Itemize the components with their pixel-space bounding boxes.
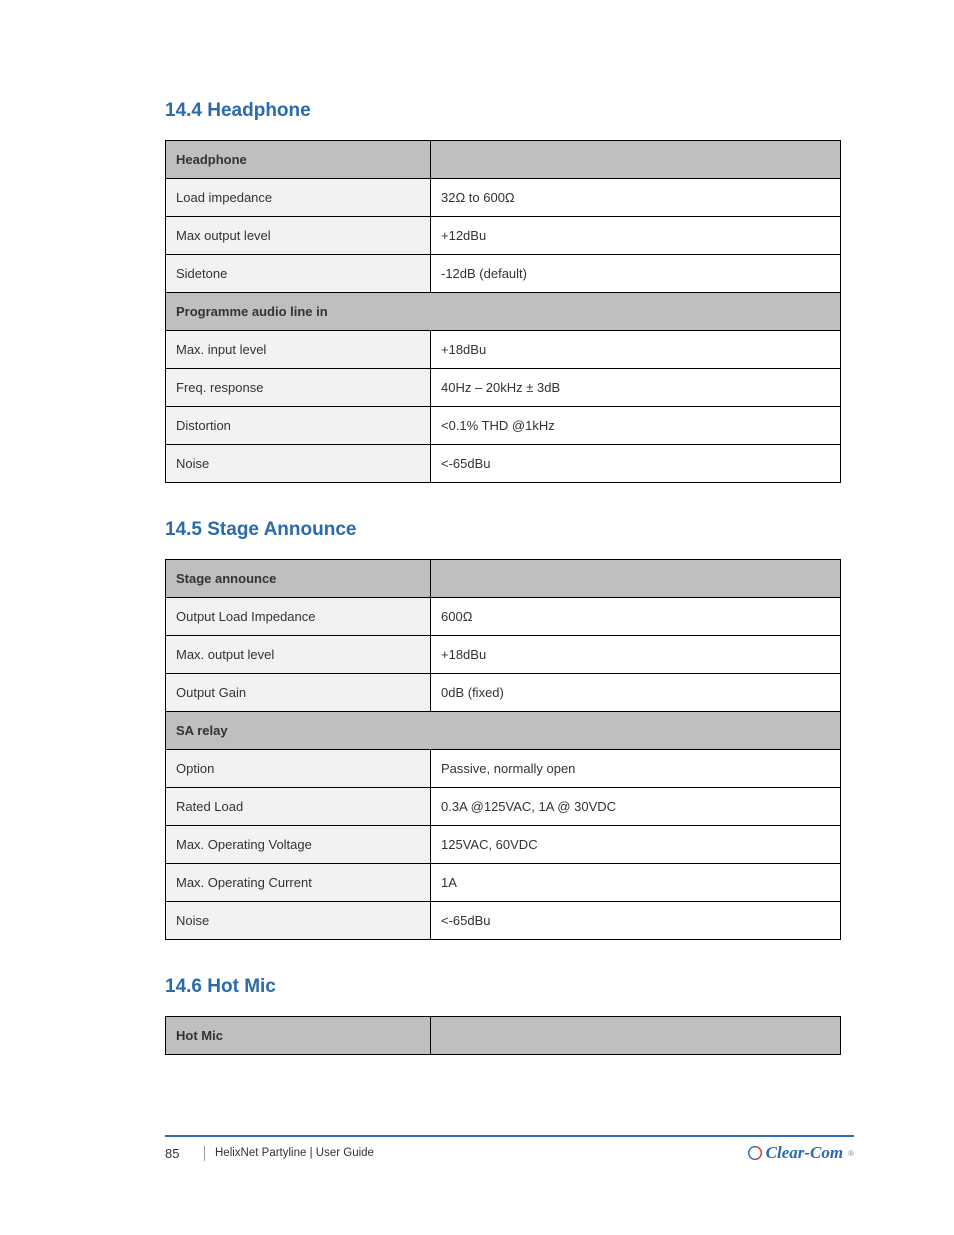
- spec-label: Max output level: [166, 217, 431, 255]
- spec-label: Max. output level: [166, 636, 431, 674]
- spec-value: 1A: [431, 864, 841, 902]
- table-header-row: Stage announce: [166, 560, 841, 598]
- spec-label: Sidetone: [166, 255, 431, 293]
- table-hot-mic: Hot Mic: [165, 1016, 841, 1055]
- spec-label: Freq. response: [166, 369, 431, 407]
- spec-value: 0.3A @125VAC, 1A @ 30VDC: [431, 788, 841, 826]
- spec-label: Option: [166, 750, 431, 788]
- section-title-stage-announce: 14.5 Stage Announce: [165, 519, 854, 541]
- spec-value: 0dB (fixed): [431, 674, 841, 712]
- spec-label: Load impedance: [166, 179, 431, 217]
- spec-label: Output Gain: [166, 674, 431, 712]
- table-row: Option Passive, normally open: [166, 750, 841, 788]
- table-stage-announce: Stage announce Output Load Impedance 600…: [165, 559, 841, 940]
- footer-row: 85 HelixNet Partyline | User Guide Clear…: [165, 1143, 854, 1163]
- table-row: Noise <-65dBu: [166, 445, 841, 483]
- spec-label: Max. Operating Current: [166, 864, 431, 902]
- spec-label: Noise: [166, 445, 431, 483]
- spec-value: +12dBu: [431, 217, 841, 255]
- section-headphone: 14.4 Headphone Headphone Load impedance …: [165, 100, 854, 483]
- table-row: Max. input level +18dBu: [166, 331, 841, 369]
- spec-value: 125VAC, 60VDC: [431, 826, 841, 864]
- table-row: Load impedance 32Ω to 600Ω: [166, 179, 841, 217]
- spec-value: +18dBu: [431, 636, 841, 674]
- table-row: Max. output level +18dBu: [166, 636, 841, 674]
- spec-value: 32Ω to 600Ω: [431, 179, 841, 217]
- table-row: Sidetone -12dB (default): [166, 255, 841, 293]
- col-header: Headphone: [166, 141, 431, 179]
- col-header: [431, 1017, 841, 1055]
- col-header: Stage announce: [166, 560, 431, 598]
- footer-divider: [165, 1135, 854, 1137]
- table-section-row: SA relay: [166, 712, 841, 750]
- table-row: Rated Load 0.3A @125VAC, 1A @ 30VDC: [166, 788, 841, 826]
- table-row: Output Load Impedance 600Ω: [166, 598, 841, 636]
- logo-text: Clear-Com: [766, 1143, 843, 1163]
- spec-value: <-65dBu: [431, 445, 841, 483]
- spec-value: 600Ω: [431, 598, 841, 636]
- page-content: 14.4 Headphone Headphone Load impedance …: [0, 0, 954, 1055]
- col-header: [431, 141, 841, 179]
- footer-doc-title: HelixNet Partyline | User Guide: [205, 1147, 748, 1159]
- col-header: Hot Mic: [166, 1017, 431, 1055]
- table-headphone: Headphone Load impedance 32Ω to 600Ω Max…: [165, 140, 841, 483]
- section-title-headphone: 14.4 Headphone: [165, 100, 854, 122]
- table-row: Max. Operating Voltage 125VAC, 60VDC: [166, 826, 841, 864]
- table-row: Output Gain 0dB (fixed): [166, 674, 841, 712]
- spec-value: Passive, normally open: [431, 750, 841, 788]
- table-row: Noise <-65dBu: [166, 902, 841, 940]
- logo-mark-icon: [748, 1146, 762, 1160]
- registered-mark: ®: [848, 1149, 854, 1158]
- spec-label: Rated Load: [166, 788, 431, 826]
- spec-label: Max. Operating Voltage: [166, 826, 431, 864]
- table-section-row: Programme audio line in: [166, 293, 841, 331]
- subsection-header: Programme audio line in: [166, 293, 841, 331]
- table-header-row: Hot Mic: [166, 1017, 841, 1055]
- spec-value: -12dB (default): [431, 255, 841, 293]
- spec-label: Max. input level: [166, 331, 431, 369]
- spec-value: 40Hz – 20kHz ± 3dB: [431, 369, 841, 407]
- spec-value: <0.1% THD @1kHz: [431, 407, 841, 445]
- col-header: [431, 560, 841, 598]
- section-stage-announce: 14.5 Stage Announce Stage announce Outpu…: [165, 519, 854, 940]
- section-title-hot-mic: 14.6 Hot Mic: [165, 976, 854, 998]
- spec-label: Noise: [166, 902, 431, 940]
- spec-label: Output Load Impedance: [166, 598, 431, 636]
- spec-value: +18dBu: [431, 331, 841, 369]
- page-number: 85: [165, 1146, 205, 1161]
- table-header-row: Headphone: [166, 141, 841, 179]
- page-footer: 85 HelixNet Partyline | User Guide Clear…: [165, 1135, 854, 1163]
- table-row: Max output level +12dBu: [166, 217, 841, 255]
- clearcom-logo: Clear-Com ®: [748, 1143, 854, 1163]
- subsection-header: SA relay: [166, 712, 841, 750]
- table-row: Distortion <0.1% THD @1kHz: [166, 407, 841, 445]
- table-row: Freq. response 40Hz – 20kHz ± 3dB: [166, 369, 841, 407]
- section-hot-mic: 14.6 Hot Mic Hot Mic: [165, 976, 854, 1055]
- table-row: Max. Operating Current 1A: [166, 864, 841, 902]
- spec-label: Distortion: [166, 407, 431, 445]
- spec-value: <-65dBu: [431, 902, 841, 940]
